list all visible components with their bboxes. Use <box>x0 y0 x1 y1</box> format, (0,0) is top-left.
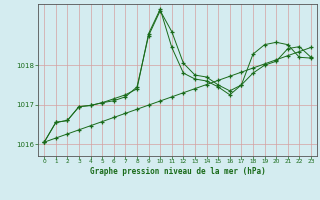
X-axis label: Graphe pression niveau de la mer (hPa): Graphe pression niveau de la mer (hPa) <box>90 167 266 176</box>
